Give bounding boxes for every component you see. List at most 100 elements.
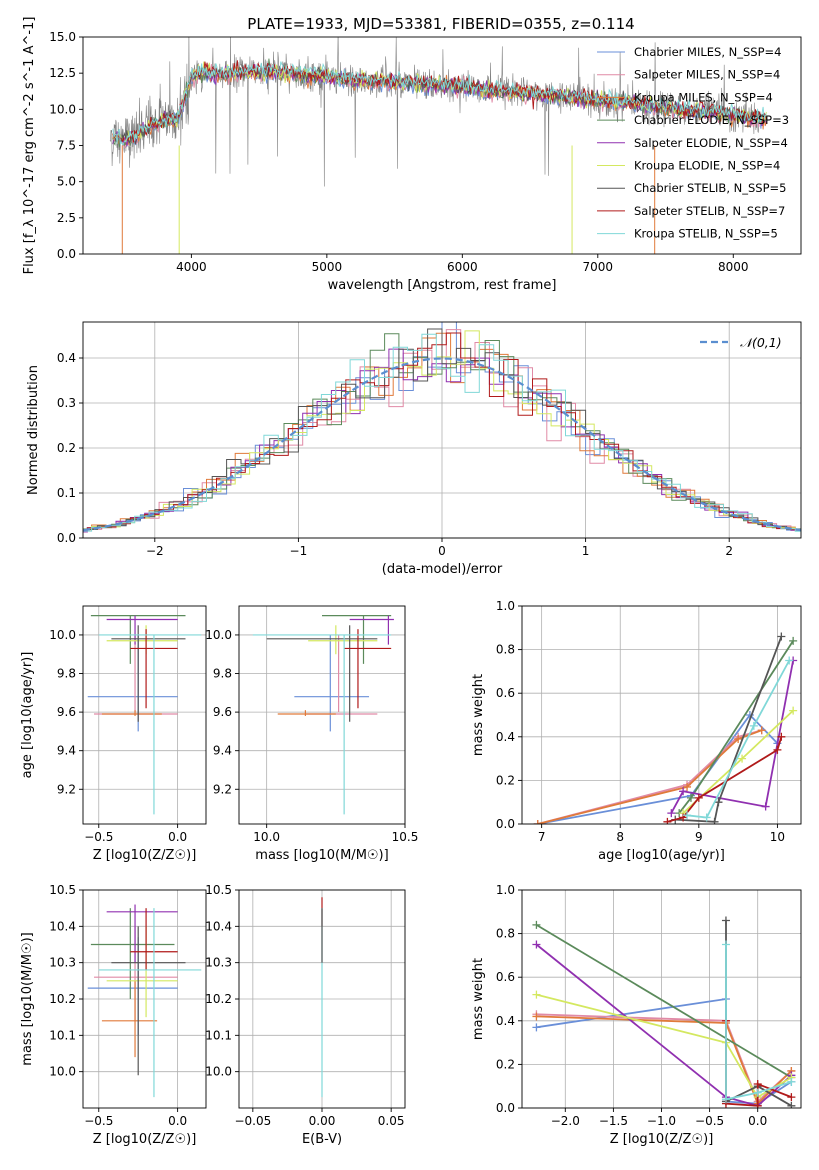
histogram-salpeter-miles [83,329,801,533]
x-tick-label: 7 [538,830,546,844]
weight-marker-salpeter-stelib [663,817,672,824]
weight-marker-salpeter-stelib [787,1093,796,1102]
weight-marker-salpeter-elodie [532,940,541,949]
legend-label: Salpeter STELIB, N_SSP=7 [634,204,785,218]
x-tick-label: −0.05 [234,1114,271,1128]
y-tick-label: 5.0 [57,175,76,189]
frame-weight-vs-age: 7 8 9 10 0.0 0.2 0.4 0.6 0.8 1.0 age [log10(age/yr… [471,599,802,863]
weight-marker-salpeter-stelib [753,1101,762,1108]
weight-marker-chabrier-elodie [532,920,541,929]
y-tick-label: 10.3 [205,956,232,970]
plot-area-weight-vs-Z [532,916,796,1108]
weight-marker-salpeter-stelib [694,793,703,802]
y-axis-label: age [log10(age/yr)] [20,652,35,779]
y-tick-label: 2.5 [57,211,76,225]
y-tick-label: 0.3 [57,396,76,410]
x-axis-label: age [log10(age/yr)] [598,848,725,863]
histogram-kroupa-elodie [83,330,801,531]
model-spectrum-salpeter-stelib [112,60,767,144]
weight-marker-salpeter-elodie [679,787,688,796]
weight-marker-kroupa-stelib [749,721,758,730]
weight-marker-kroupa-miles [757,726,766,735]
frame-mass-vs-Z: −0.5 0.0 10.0 10.1 10.2 10.3 10.4 10.5 Z [log10(… [20,883,207,1147]
x-axis-label: Z [log10(Z/Z☉)] [93,848,197,863]
legend-label: Chabrier ELODIE, N_SSP=3 [634,113,789,127]
x-tick-label: 10 [770,830,785,844]
weight-marker-kroupa-stelib [683,811,692,820]
y-tick-label: 0.4 [496,1014,515,1028]
x-tick-label: 7000 [583,260,614,274]
y-tick-label: 10.0 [49,628,76,642]
x-tick-label: −1 [290,544,308,558]
y-tick-label: 0.4 [496,730,515,744]
x-tick-label: 0.0 [748,1114,767,1128]
weight-marker-kroupa-miles [734,734,743,743]
x-tick-label: 5000 [312,260,343,274]
weight-marker-salpeter-stelib [753,1080,762,1089]
y-tick-label: 10.4 [205,919,232,933]
y-tick-label: 0.8 [496,927,515,941]
y-tick-label: 9.2 [213,782,232,796]
weight-marker-kroupa-elodie [532,990,541,999]
figure-title: PLATE=1933, MJD=53381, FIBERID=0355, z=0… [247,15,634,33]
weight-line-chabrier-miles [537,713,779,824]
y-tick-label: 12.5 [49,66,76,80]
legend-label: Kroupa MILES, N_SSP=4 [634,90,773,104]
legend-label: Chabrier MILES, N_SSP=4 [634,45,781,59]
histogram-kroupa-stelib [83,333,801,532]
weight-marker-chabrier-elodie [686,793,695,802]
y-tick-label: 9.6 [213,705,232,719]
y-tick-label: 0.0 [496,1101,515,1115]
x-tick-label: −0.5 [695,1114,724,1128]
y-tick-label: 10.1 [205,1028,232,1042]
y-tick-label: 10.1 [49,1028,76,1042]
weight-marker-kroupa-stelib [721,1095,730,1104]
x-tick-label: −0.5 [84,1114,113,1128]
weight-line-chabrier-stelib [725,920,792,1107]
y-tick-label: 9.2 [57,782,76,796]
plot-area-residuals [83,322,801,533]
x-tick-label: −2 [146,544,164,558]
normal-distribution-curve [83,357,801,532]
weight-line-kroupa-elodie [536,993,792,1099]
weight-line-salpeter-elodie [670,660,794,814]
frame-weight-vs-Z: −2.0 −1.5 −1.0 −0.5 0.0 0.0 0.2 0.4 0.6 0.8 1.0 Z [… [471,883,802,1147]
y-tick-label: 10.0 [49,1065,76,1079]
weight-marker-salpeter-stelib [777,732,786,741]
x-tick-label: 6000 [447,260,478,274]
frame-mass-vs-EBV: −0.05 0.00 0.05 10.0 10.1 10.2 10.3 10.4 10.5 E(B… [205,883,406,1147]
spectrum-legend: Chabrier MILES, N_SSP=4 Salpeter MILES, N… [597,45,789,241]
y-tick-label: 0.0 [57,247,76,261]
frame-residuals: −2 −1 0 1 2 0.0 0.1 0.2 0.3 0.4 (data-model)/error… [26,321,802,577]
y-tick-label: 9.4 [213,744,232,758]
y-tick-label: 9.8 [213,667,232,681]
y-tick-label: 0.2 [57,441,76,455]
x-tick-label: 0.0 [168,1114,187,1128]
weight-marker-kroupa-stelib [787,1077,796,1086]
x-axis-label: E(B-V) [302,1132,342,1147]
x-tick-label: −0.5 [84,830,113,844]
y-tick-label: 0.8 [496,643,515,657]
y-tick-label: 10.0 [205,1065,232,1079]
y-tick-label: 7.5 [57,139,76,153]
legend-label: Chabrier STELIB, N_SSP=5 [634,181,786,195]
y-axis-label: Normed distribution [26,365,41,495]
weight-marker-kroupa-stelib [702,813,711,822]
weight-marker-kroupa-elodie [789,706,798,715]
legend-label: Kroupa ELODIE, N_SSP=4 [634,159,780,173]
model-spectrum-kroupa-stelib [112,61,767,146]
y-tick-label: 10.0 [205,628,232,642]
weight-marker-salpeter-elodie [667,809,676,818]
x-axis-label: Z [log10(Z/Z☉)] [93,1132,197,1147]
y-axis-label: Flux [f_λ 10^-17 erg cm^-2 s^-1 A^-1] [22,17,37,275]
weight-marker-kroupa-stelib [785,656,794,665]
weight-line-chabrier-elodie [535,924,792,1079]
weight-marker-kroupa-miles [533,820,542,824]
plot-area-age-vs-Z [87,615,202,815]
weight-marker-kroupa-stelib [721,940,730,949]
weight-marker-chabrier-stelib [787,1101,796,1108]
y-tick-label: 15.0 [49,30,76,44]
axes-frame [521,605,802,825]
weight-marker-kroupa-miles [683,782,692,791]
x-tick-label: 0 [438,544,446,558]
